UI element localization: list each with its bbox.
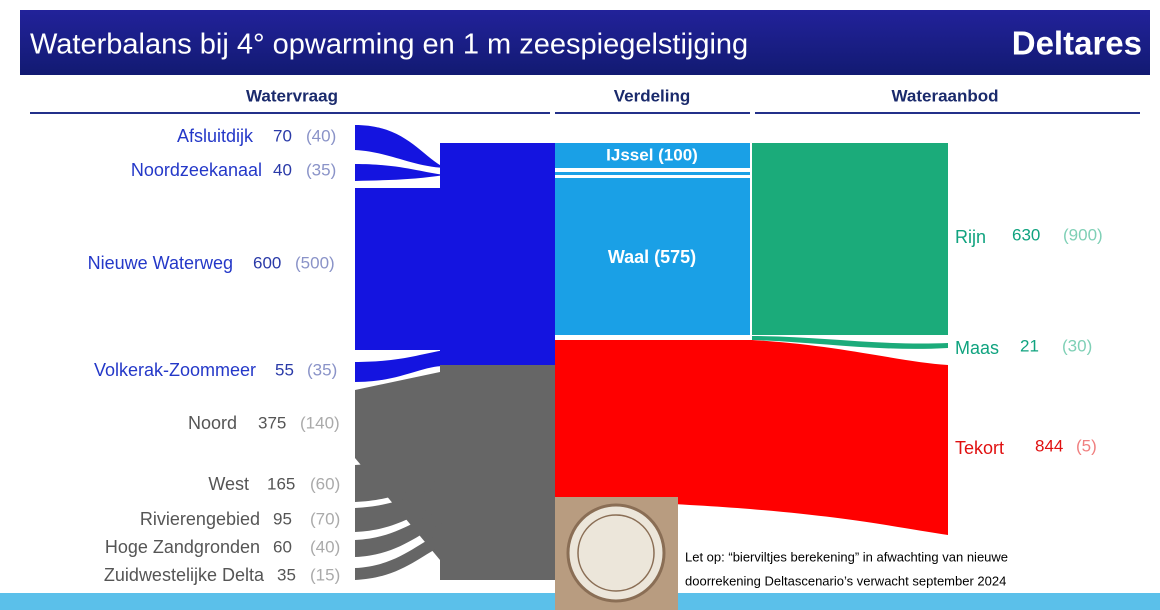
demand-value: 60 [273, 537, 292, 556]
note: doorrekening Deltascenario’s verwacht se… [685, 573, 1006, 588]
demand-previous: (140) [300, 413, 340, 432]
demand-name: Noord [188, 413, 237, 433]
demand-name: West [208, 474, 249, 494]
demand-name: Afsluitdijk [177, 126, 254, 146]
flow [355, 532, 445, 580]
flow [355, 486, 445, 532]
beer-mat [566, 503, 666, 603]
flow [355, 452, 445, 502]
demand-name: Nieuwe Waterweg [88, 253, 233, 273]
flow [355, 365, 555, 580]
demand-previous: (35) [306, 160, 336, 179]
demand-value: 70 [273, 126, 292, 145]
beer-mat-ring [577, 514, 655, 592]
supply-name: Rijn [955, 227, 986, 247]
blue-flows [355, 125, 555, 382]
title: Waterbalans bij 4° opwarming en 1 m zees… [30, 29, 748, 61]
supply-value: 630 [1012, 225, 1040, 244]
supply-previous: (5) [1076, 436, 1097, 455]
demand-value: 55 [275, 360, 294, 379]
demand-previous: (500) [295, 253, 335, 272]
flow [355, 510, 445, 557]
demand-previous: (70) [310, 509, 340, 528]
maas-flow [752, 336, 948, 349]
distribution-label: Waal (575) [608, 247, 696, 267]
distribution-label: IJssel (100) [606, 145, 698, 164]
demand-value: 375 [258, 413, 286, 432]
demand-value: 600 [253, 253, 281, 272]
rijn-block [752, 143, 948, 335]
demand-previous: (35) [307, 360, 337, 379]
supply-value: 844 [1035, 436, 1063, 455]
demand-name: Zuidwestelijke Delta [104, 565, 265, 585]
column-header: Verdeling [614, 86, 691, 105]
tekort-block [555, 340, 948, 535]
demand-value: 40 [273, 160, 292, 179]
ijssel-block [555, 143, 750, 168]
flow [355, 143, 555, 365]
note-box [678, 540, 1160, 593]
note: Let op: “bierviltjes berekening” in afwa… [685, 549, 1008, 564]
waal-block [555, 178, 750, 335]
demand-previous: (40) [306, 126, 336, 145]
supply-value: 21 [1020, 336, 1039, 355]
flow [355, 125, 445, 168]
demand-name: Rivierengebied [140, 509, 260, 529]
column-header: Watervraag [246, 86, 338, 105]
demand-previous: (15) [310, 565, 340, 584]
demand-previous: (60) [310, 474, 340, 493]
flow [355, 164, 445, 181]
demand-value: 165 [267, 474, 295, 493]
demand-name: Hoge Zandgronden [105, 537, 260, 557]
demand-value: 35 [277, 565, 296, 584]
logo: Deltares [1012, 25, 1142, 62]
demand-name: Volkerak-Zoommeer [94, 360, 256, 380]
gray-flows [355, 365, 555, 580]
column-header: Wateraanbod [891, 86, 998, 105]
flow [355, 350, 445, 382]
supply-name: Maas [955, 338, 999, 358]
demand-previous: (40) [310, 537, 340, 556]
separator [555, 172, 750, 175]
supply-name: Tekort [955, 438, 1004, 458]
title-bar [20, 10, 1150, 75]
demand-name: Noordzeekanaal [131, 160, 262, 180]
demand-value: 95 [273, 509, 292, 528]
supply-previous: (30) [1062, 336, 1092, 355]
supply-previous: (900) [1063, 225, 1103, 244]
